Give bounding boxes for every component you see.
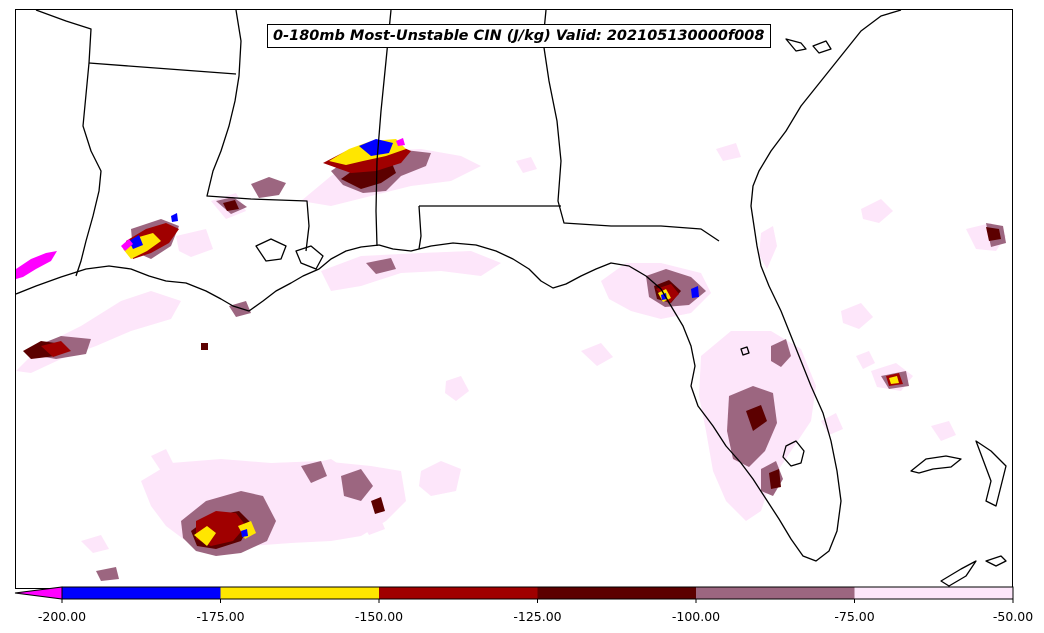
colorbar-tick-label: -200.00 bbox=[37, 609, 87, 624]
map-boundaries bbox=[16, 10, 1007, 587]
colorbar-tick-label: -75.00 bbox=[834, 609, 875, 624]
colorbar-tick-label: -175.00 bbox=[196, 609, 245, 624]
colorbar-bin-0 bbox=[62, 587, 221, 599]
colorbar-tick-label: -150.00 bbox=[354, 609, 404, 624]
colorbar-tick-label: -100.00 bbox=[671, 609, 721, 624]
colorbar-bin-3 bbox=[537, 587, 696, 599]
colorbar-bin-4 bbox=[696, 587, 855, 599]
cin-region-magenta bbox=[16, 138, 405, 279]
colorbar-bin-5 bbox=[854, 587, 1013, 599]
colorbar-extend-min bbox=[14, 586, 63, 600]
map-frame: 0-180mb Most-Unstable CIN (J/kg) Valid: … bbox=[15, 9, 1013, 589]
colorbar-tick-label: -125.00 bbox=[513, 609, 562, 624]
map-title: 0-180mb Most-Unstable CIN (J/kg) Valid: … bbox=[267, 24, 771, 48]
cin-map bbox=[16, 10, 1007, 587]
colorbar bbox=[14, 586, 1014, 603]
colorbar-tick-label: -50.00 bbox=[992, 609, 1034, 624]
cin-region-light-pink bbox=[16, 143, 1006, 553]
cin-region-blue bbox=[129, 139, 699, 537]
colorbar-bin-2 bbox=[379, 587, 538, 599]
colorbar-bin-1 bbox=[220, 587, 379, 599]
